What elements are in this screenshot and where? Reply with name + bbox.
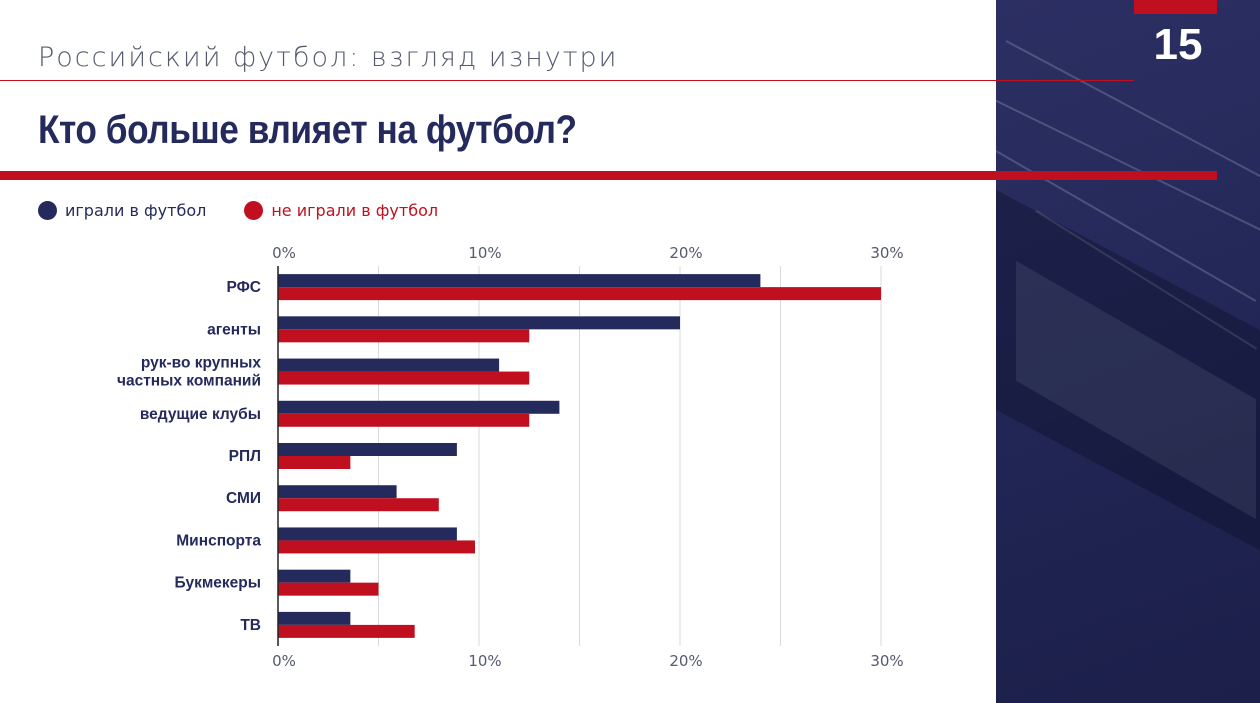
bar-not-played xyxy=(278,456,351,469)
x-tick-label-top: 30% xyxy=(870,244,903,262)
header-divider-thin xyxy=(0,80,1134,81)
bar-played xyxy=(278,400,560,414)
category-label: ведущие клубы xyxy=(140,406,261,423)
bar-not-played xyxy=(278,371,530,385)
category-label: РФС xyxy=(226,279,261,296)
background-photo-panel xyxy=(996,0,1260,703)
chart-legend: играли в футбол не играли в футбол xyxy=(38,199,476,221)
category-label: агенты xyxy=(207,321,261,338)
category-label: Букмекеры xyxy=(175,575,261,592)
header-divider-thick xyxy=(0,171,1217,180)
x-tick-label-bottom: 0% xyxy=(272,652,296,670)
page-number: 15 xyxy=(1153,20,1203,69)
category-label: СМИ xyxy=(226,490,261,507)
bar-played xyxy=(278,569,351,583)
bar-played xyxy=(278,485,397,499)
x-tick-label-top: 10% xyxy=(468,244,501,262)
category-label-line: рук-во крупных xyxy=(141,355,262,372)
bar-played xyxy=(278,316,680,330)
legend-dot-red-icon xyxy=(244,200,264,220)
bar-played xyxy=(278,443,457,456)
legend-label-not-played: не играли в футбол xyxy=(271,200,439,220)
x-tick-label-top: 0% xyxy=(272,244,296,262)
bar-not-played xyxy=(278,329,530,343)
bar-not-played xyxy=(278,498,439,512)
category-label: Минспорта xyxy=(176,532,261,549)
bar-not-played xyxy=(278,413,530,427)
category-label: ТВ xyxy=(240,617,261,634)
legend-item-played: играли в футбол xyxy=(38,200,207,220)
x-tick-label-top: 20% xyxy=(669,244,702,262)
x-tick-label-bottom: 20% xyxy=(669,652,702,670)
legend-label-played: играли в футбол xyxy=(65,200,207,220)
category-label: рук-во крупных частных компаний xyxy=(117,355,261,390)
bar-played xyxy=(278,358,500,372)
presentation-subtitle: Российский футбол: взгляд изнутри xyxy=(38,42,619,73)
bar-played xyxy=(278,527,457,541)
category-label-line: частных компаний xyxy=(117,373,261,390)
bar-played xyxy=(278,274,761,288)
page-number-tab xyxy=(1134,0,1217,14)
x-tick-label-bottom: 30% xyxy=(870,652,903,670)
bar-not-played xyxy=(278,540,475,554)
bar-not-played xyxy=(278,287,881,301)
bar-not-played xyxy=(278,624,415,638)
x-tick-label-bottom: 10% xyxy=(468,652,501,670)
bar-played xyxy=(278,611,351,625)
legend-item-not-played: не играли в футбол xyxy=(244,200,439,220)
bar-not-played xyxy=(278,582,379,596)
slide-title: Кто больше влияет на футбол? xyxy=(38,108,577,152)
legend-dot-navy-icon xyxy=(38,200,57,220)
bar-chart: 0% 0% 10% 10% 20% 20% 30% 30% РФС агенты рук-во кр… xyxy=(117,244,904,670)
category-label: РПЛ xyxy=(229,448,261,465)
